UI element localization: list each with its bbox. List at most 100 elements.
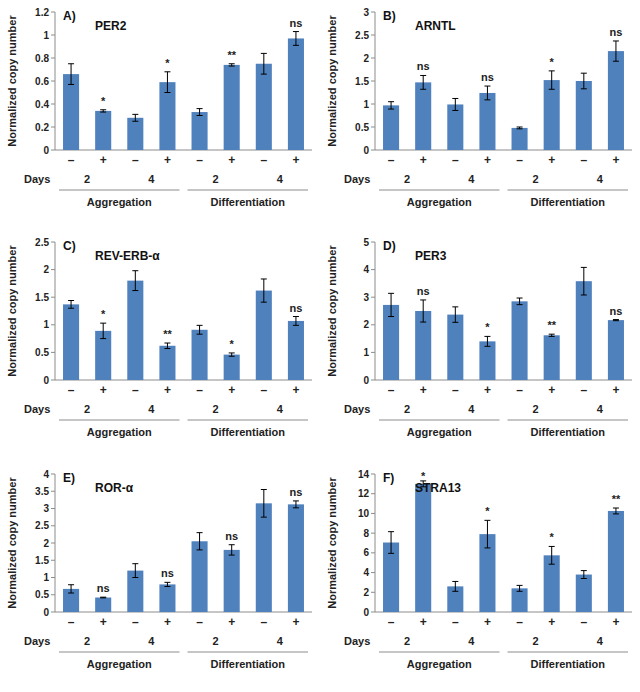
error-bar [484,336,490,346]
bar [192,541,208,612]
panel: 012345Normalized copy numberns***ns–+–+–… [326,237,632,439]
group-line [59,652,180,653]
error-bar [197,109,203,116]
error-bar [549,334,555,336]
error-bar [100,110,106,112]
x-axis-label: Days [24,635,50,647]
y-tick [371,297,375,298]
y-tick [371,533,375,534]
error-bar [261,53,267,74]
day-label: 4 [148,403,155,415]
x-tick-label: – [132,615,139,629]
condition-label: Differentiation [210,196,285,208]
y-tick [371,242,375,243]
x-tick-label: + [420,153,427,167]
error-bar [229,64,235,66]
y-tick-label: 6 [363,547,369,558]
y-tick [371,474,375,475]
x-tick-label: + [164,615,171,629]
y-tick-label: 8 [363,528,369,539]
panel: 00.511.522.533.54Normalized copy numbern… [6,469,312,671]
y-tick [51,543,55,544]
x-tick-label: + [292,153,299,167]
day-label: 2 [404,173,410,185]
bar [576,575,592,612]
day-label: 4 [148,635,155,647]
x-tick-label: – [580,383,587,397]
significance-label: ** [227,49,236,61]
significance-label: ns [290,302,303,314]
y-tick [51,525,55,526]
bar [288,504,304,612]
day-label: 2 [533,403,539,415]
bar [224,355,240,380]
error-bar [261,490,267,518]
panel: 00.511.522.53Normalized copy numbernsns*… [326,7,632,209]
y-tick-label: 12 [358,488,370,499]
y-tick [371,104,375,105]
x-tick-label: + [100,615,107,629]
x-axis [55,380,312,381]
x-tick-label: + [484,383,491,397]
group-line [379,420,500,421]
bar [63,304,79,380]
significance-label: * [230,338,235,350]
day-label: 2 [404,403,410,415]
y-tick-label: 1.5 [355,76,369,87]
x-axis [375,380,632,381]
y-tick [371,572,375,573]
bar [415,82,431,150]
bar [608,511,624,612]
error-bar [68,301,74,309]
y-tick [51,612,55,613]
error-bar [293,317,299,326]
y-tick-label: 0.5 [355,122,369,133]
bar [192,330,208,380]
error-bar [517,298,523,305]
significance-label: * [550,56,555,68]
y-tick [51,491,55,492]
bars [63,32,304,150]
error-bar [452,98,458,110]
error-bar [613,41,619,61]
x-tick-label: – [260,615,267,629]
condition-label: Aggregation [87,426,152,438]
bar [95,111,111,150]
bars [383,267,624,380]
condition-label: Aggregation [407,196,472,208]
y-tick-label: 0.8 [35,53,49,64]
x-tick-label: – [132,383,139,397]
x-tick-label: + [484,615,491,629]
significance-label: ns [290,486,303,498]
y-tick-label: 1 [43,319,49,330]
error-bar [68,585,74,593]
condition-label: Differentiation [530,196,605,208]
bar [127,118,143,150]
figure: 00.20.40.60.811.2Normalized copy number*… [0,0,640,692]
y-tick-label: 5 [363,237,369,248]
y-tick-label: 2 [363,53,369,64]
bar [288,321,304,380]
y-tick-label: 0.5 [35,347,49,358]
chart-title: REV-ERB-α [95,249,160,263]
day-label: 4 [148,173,155,185]
y-tick [371,81,375,82]
condition-label: Differentiation [530,658,605,670]
y-tick [371,552,375,553]
x-tick-label: + [420,615,427,629]
y-tick [371,493,375,494]
error-bar [484,520,490,548]
y-tick [51,380,55,381]
error-bar [581,267,587,295]
day-label: 4 [597,635,604,647]
day-label: 2 [213,635,219,647]
x-axis-label: Days [344,403,370,415]
bar [512,301,528,380]
bar [415,484,431,612]
bar [576,81,592,150]
y-tick-label: 1.2 [35,7,49,18]
group-line [59,190,180,191]
y-tick-label: 3 [363,7,369,18]
panel: 00.20.40.60.811.2Normalized copy number*… [6,7,312,209]
y-tick-label: 0 [43,145,49,156]
